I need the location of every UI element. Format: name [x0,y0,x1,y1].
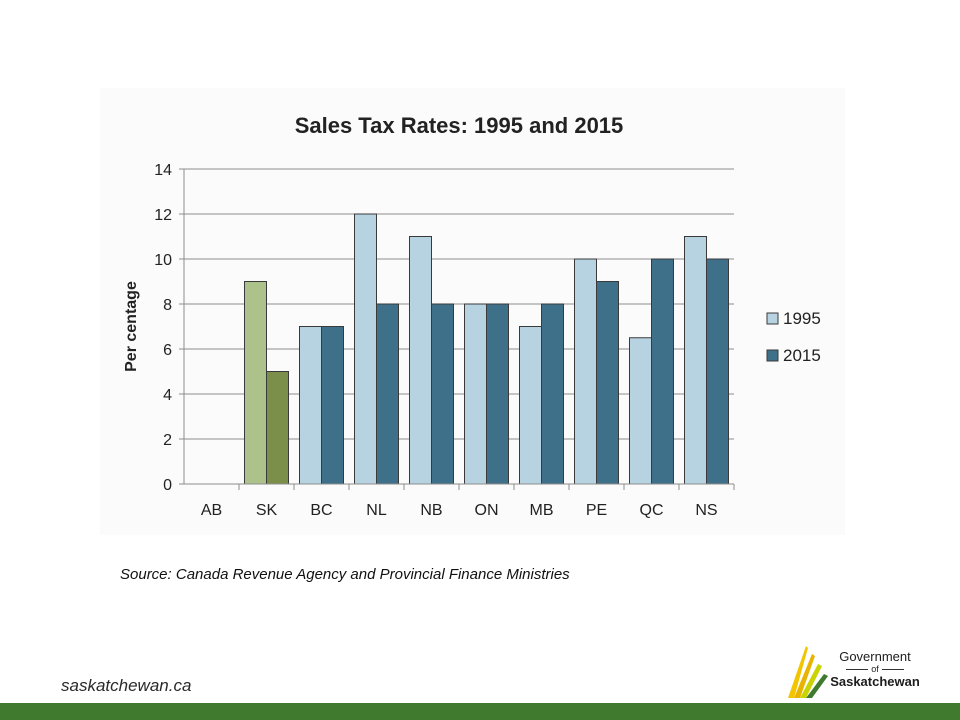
legend-label-1995: 1995 [783,309,821,328]
logo-line-government: Government [839,649,911,664]
y-axis-label: Per centage [123,281,140,372]
y-tick-label: 10 [154,252,172,269]
bar-1995-QC [629,337,652,485]
y-tick-label: 14 [154,162,172,179]
x-tick-label: SK [256,502,278,519]
x-tick-label: PE [586,502,607,519]
legend-swatch-2015 [766,349,779,362]
x-tick-label: AB [201,502,222,519]
x-tick-label: NL [366,502,387,519]
bar-2015-ON [486,303,509,485]
y-tick-label: 6 [163,342,172,359]
government-logo: Government of Saskatchewan [786,640,926,700]
bar-2015-BC [321,326,344,485]
y-tick-label: 2 [163,432,172,449]
bar-2015-NS [706,258,729,485]
source-note: Source: Canada Revenue Agency and Provin… [120,566,570,583]
chart-title: Sales Tax Rates: 1995 and 2015 [295,113,624,138]
y-tick-label: 8 [163,297,172,314]
bar-1995-ON [464,303,487,485]
y-tick-label: 4 [163,387,172,404]
bar-1995-PE [574,258,597,485]
bar-1995-NB [409,236,432,485]
bar-2015-MB [541,303,564,485]
x-tick-label: NS [695,502,717,519]
legend-label-2015: 2015 [783,346,821,365]
x-tick-label: QC [640,502,664,519]
bar-1995-SK [244,281,267,485]
bar-2015-SK [266,371,289,485]
y-tick-label: 0 [163,477,172,494]
bar-1995-BC [299,326,322,485]
logo-line-saskatchewan: Saskatchewan [830,674,920,689]
bar-1995-NL [354,213,377,485]
bar-2015-PE [596,281,619,485]
chart-panel: Sales Tax Rates: 1995 and 2015 0 2 4 6 8 10 12 1… [100,88,845,535]
x-tick-label: BC [310,502,332,519]
website-label[interactable]: saskatchewan.ca [61,676,192,695]
bar-2015-NB [431,303,454,485]
y-tick-label: 12 [154,207,172,224]
bar-2015-NL [376,303,399,485]
x-tick-label: ON [475,502,499,519]
wheat-logo-icon [788,646,828,698]
x-tick-label: MB [530,502,554,519]
bar-2015-QC [651,258,674,485]
logo-line-of: of [830,664,920,674]
x-tick-label: NB [420,502,442,519]
legend-swatch-1995 [766,312,779,325]
footer-bar [0,703,960,720]
bar-1995-MB [519,326,542,485]
sales-tax-chart: Sales Tax Rates: 1995 and 2015 0 2 4 6 8 10 12 1… [123,113,821,519]
bar-1995-NS [684,236,707,485]
